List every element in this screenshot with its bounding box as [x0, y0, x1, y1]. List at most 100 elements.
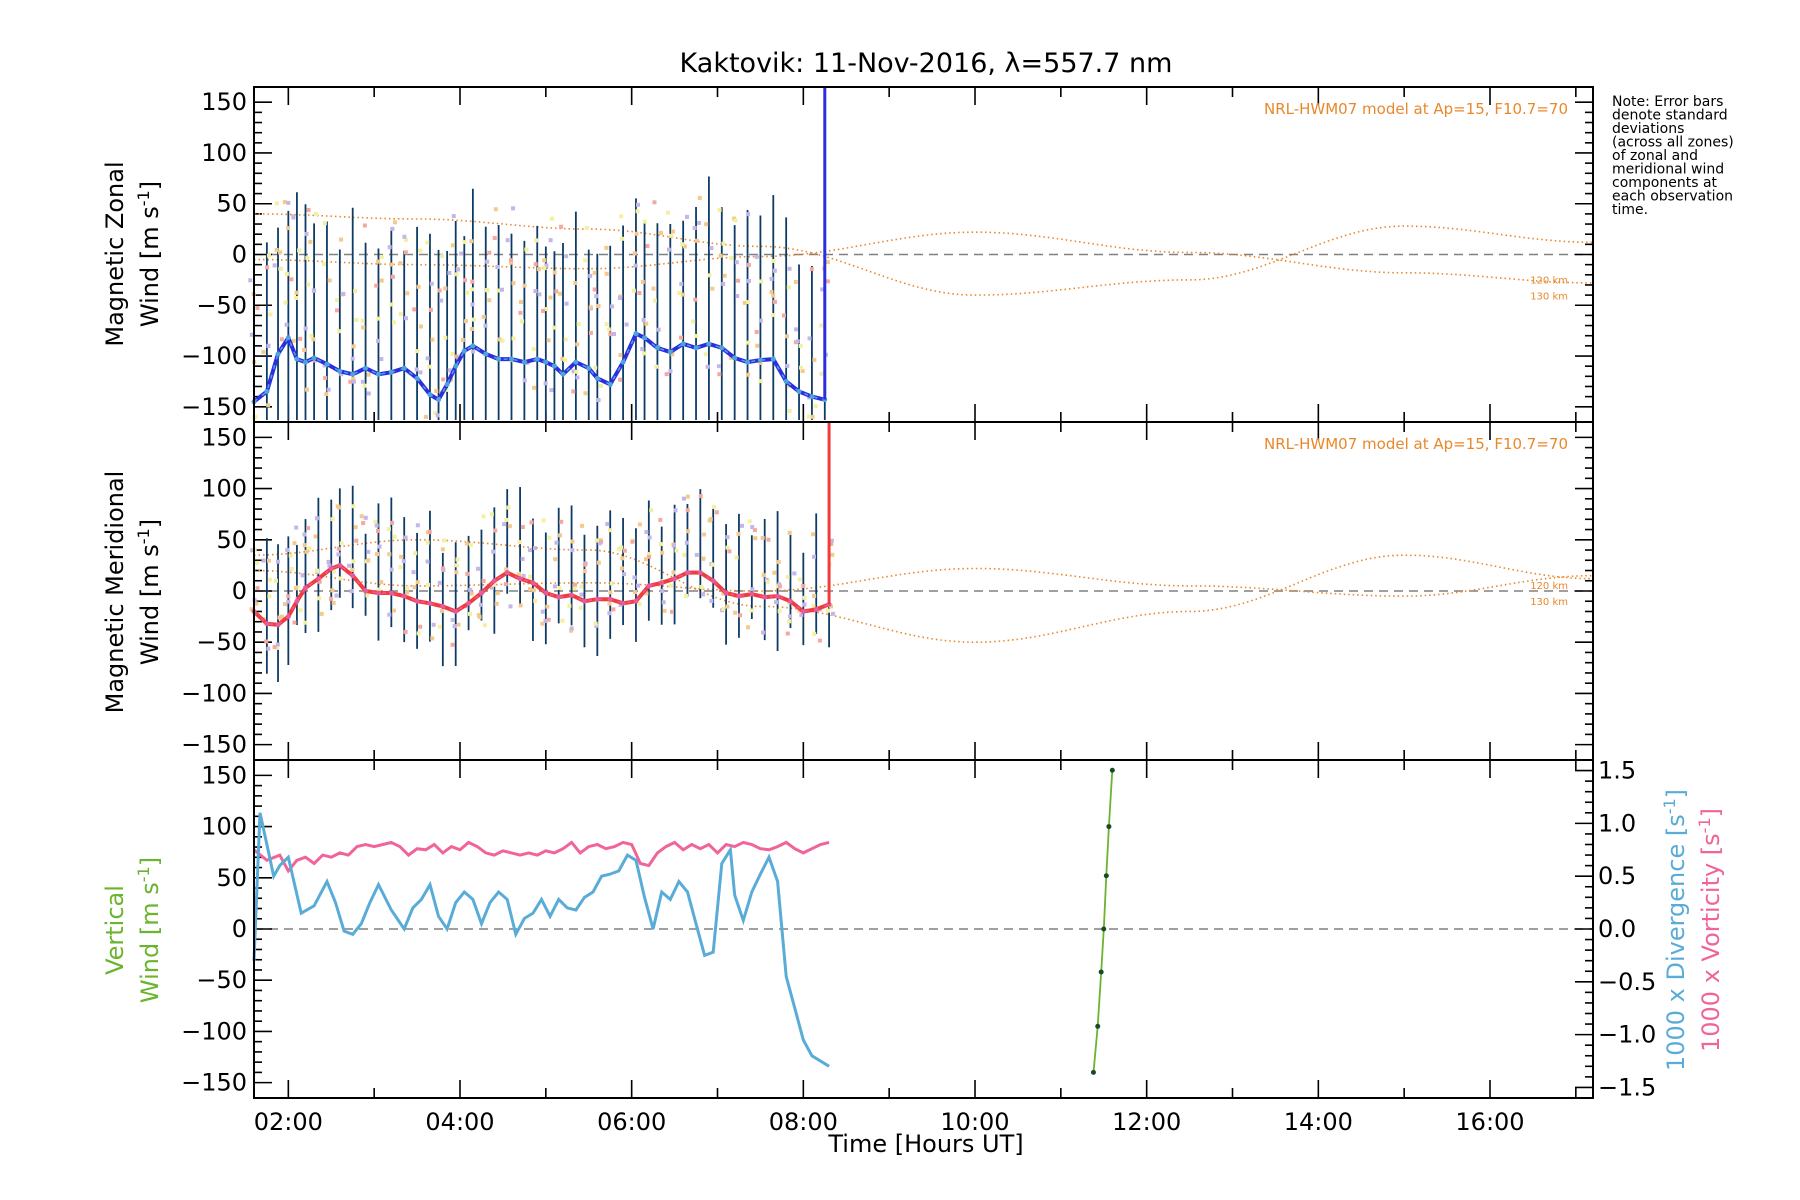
p1-zone-dot [753, 536, 758, 541]
p0-zone-dot [642, 351, 647, 356]
p0-zone-dot [635, 209, 640, 214]
note-line: components at [1612, 175, 1718, 191]
vertical-wind-point [1101, 926, 1107, 932]
p1-alt-label-120: 120 km [1530, 581, 1568, 592]
p1-zone-dot [594, 623, 599, 628]
p0-zone-dot [348, 379, 353, 384]
p0-zone-dot [800, 369, 805, 374]
p0-zone-dot [666, 247, 671, 252]
p0-mean-wind-point [620, 359, 626, 365]
p0-mean-wind-point [264, 389, 270, 395]
p1-zone-dot [405, 590, 410, 595]
p1-mean-wind-point [517, 576, 523, 582]
p1-zone-dot [317, 596, 322, 601]
p0-zone-dot [439, 298, 444, 303]
p1-mean-wind-point [414, 598, 420, 604]
p0-zone-dot [618, 353, 623, 358]
p1-zone-dot [452, 624, 457, 629]
p0-zone-dot [543, 307, 548, 312]
p2-ytick-label: −100 [181, 1017, 247, 1045]
x-tick-label: 04:00 [425, 1108, 494, 1136]
p0-model-120km-line [254, 231, 1593, 284]
divergence-ylabel: 1000 x Divergence [s-1] [1660, 789, 1690, 1071]
p1-zone-dot [738, 613, 743, 618]
p1-zone-dot [454, 570, 459, 575]
p1-zone-dot [392, 534, 397, 539]
p1-zone-dot [560, 618, 565, 623]
p0-zone-dot [604, 271, 609, 276]
p1-mean-wind-point [749, 591, 755, 597]
p0-zone-dot [564, 254, 569, 259]
p0-zone-dot [433, 410, 438, 415]
p0-zone-dot [793, 279, 798, 284]
p1-mean-wind-point [607, 596, 613, 602]
p1-mean-wind-point [543, 590, 549, 596]
y2-tick-label: 1.5 [1598, 757, 1636, 785]
p0-zone-dot [543, 381, 548, 386]
vertical-ylabel-line2: Wind [m s-1] [134, 857, 164, 1003]
p0-zone-dot [286, 200, 291, 205]
p0-zone-dot [771, 313, 776, 318]
p0-ytick-label: −50 [196, 291, 247, 319]
p0-zone-dot [624, 322, 629, 327]
p1-ytick-label: −100 [181, 679, 247, 707]
p1-zone-dot [750, 525, 755, 530]
p0-zone-dot [459, 251, 464, 256]
p0-zone-dot [297, 248, 302, 253]
p0-zone-dot [746, 212, 751, 217]
note-line: (across all zones) [1612, 135, 1734, 151]
p0-zone-dot [652, 200, 657, 205]
p0-zone-dot [291, 215, 296, 220]
p1-zone-dot [620, 556, 625, 561]
p0-zone-dot [520, 319, 525, 324]
p1-zone-dot [477, 614, 482, 619]
p0-zone-dot [390, 274, 395, 279]
p0-zone-dot [809, 267, 814, 272]
p1-zone-dot [633, 590, 638, 595]
p1-zone-dot [317, 579, 322, 584]
p1-mean-wind-point [294, 598, 300, 604]
p0-zone-dot [455, 267, 460, 272]
p1-mean-wind-point [440, 603, 446, 609]
note-line: meridional wind [1612, 162, 1724, 178]
p1-zone-dot [292, 541, 297, 546]
p0-zone-dot [618, 377, 623, 382]
p1-mean-wind-point [363, 588, 369, 594]
p0-zone-dot [447, 368, 452, 373]
p0-zone-dot [758, 360, 763, 365]
p1-zone-dot [351, 504, 356, 509]
p0-zone-dot [282, 200, 287, 205]
p1-zone-dot [558, 533, 563, 538]
p1-zone-dot [760, 535, 765, 540]
p0-zone-dot [717, 372, 722, 377]
p1-zone-dot [766, 537, 771, 542]
p1-zone-dot [685, 529, 690, 534]
p1-zone-dot [418, 624, 423, 629]
p0-zone-dot [654, 364, 659, 369]
p1-zone-dot [255, 560, 260, 565]
p0-zone-dot [423, 414, 428, 419]
p1-zone-dot [363, 515, 368, 520]
p0-zone-dot [294, 290, 299, 295]
p1-zone-dot [465, 571, 470, 576]
p0-zone-dot [303, 326, 308, 331]
p1-zone-dot [569, 628, 574, 633]
p1-zone-dot [541, 518, 546, 523]
p1-zone-dot [736, 531, 741, 536]
p1-mean-wind-point [594, 596, 600, 602]
note-line: of zonal and [1612, 148, 1698, 164]
p1-zone-dot [375, 552, 380, 557]
p0-zone-dot [759, 279, 764, 284]
y2-tick-label: −1.0 [1598, 1021, 1656, 1049]
p0-mean-wind-point [401, 365, 407, 371]
p0-zone-dot [745, 340, 750, 345]
p1-zone-dot [437, 580, 442, 585]
p0-zone-dot [418, 370, 423, 375]
p0-zone-dot [735, 294, 740, 299]
p0-zone-dot [604, 245, 609, 250]
p0-zone-dot [435, 413, 440, 418]
p1-zone-dot [285, 548, 290, 553]
p1-zone-dot [669, 609, 674, 614]
p0-zone-dot [511, 281, 516, 286]
p0-zone-dot [403, 250, 408, 255]
